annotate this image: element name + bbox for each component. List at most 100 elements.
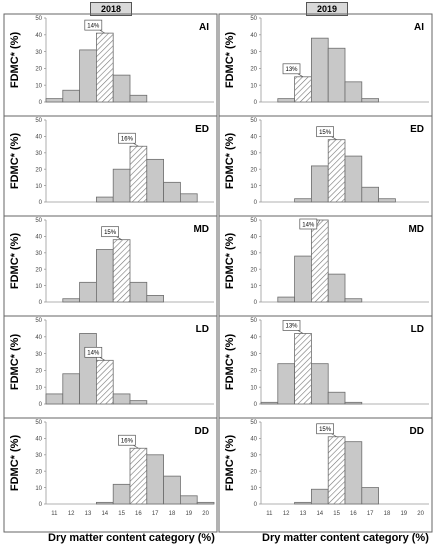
panel-2018-dd-y-tick-label: 10 — [35, 486, 42, 492]
panel-2019-dd-x-tick-label: 19 — [400, 511, 407, 517]
panel-2018-ed-y-axis-label: FDMC* (%) — [9, 133, 21, 190]
panel-2019-md-callout-box — [299, 218, 318, 230]
panel-2019-dd-x-tick-label: 12 — [283, 511, 290, 517]
year-header-2018: 2018 — [90, 2, 132, 16]
panel-2019-md-bar-15 — [327, 273, 346, 303]
panel-2018-dd-bar-14 — [96, 501, 114, 505]
year-header-2019: 2019 — [306, 2, 348, 16]
panel-2018-md-y-tick-label: 0 — [39, 300, 43, 306]
panel-2019-dd-label: DD — [410, 426, 424, 437]
panel-2018-ai-bar-13 — [79, 49, 97, 103]
panel-2018-dd-x-tick-label: 14 — [101, 511, 108, 517]
panel-2019-ai-label: AI — [414, 22, 424, 33]
panel-2018-ed-bar-16 — [129, 145, 148, 203]
panel-2019-ed-y-tick-label: 30 — [250, 151, 257, 157]
panel-2018-md-label: MD — [193, 224, 209, 235]
panel-2018-ed-callout-text: 16% — [121, 137, 134, 143]
panel-2018-dd-bar-16 — [129, 447, 148, 505]
panel-2019-ld-y-tick-label: 10 — [250, 385, 257, 391]
panel-2018-md-bar-16 — [129, 281, 148, 303]
panel-2018-ld-y-tick-label: 0 — [39, 402, 43, 408]
panel-2018-ed-bar-14 — [96, 196, 114, 203]
panel-2018-dd-x-tick-label: 16 — [135, 511, 142, 517]
panel-2019-ed-y-tick-label: 0 — [254, 200, 258, 206]
panel-2019-ld-bar-13 — [294, 333, 312, 405]
panel-2019-md-y-tick-label: 10 — [250, 284, 257, 290]
panel-2018-md-bar-14 — [96, 249, 114, 303]
panel-2019-ld-bar-11 — [260, 401, 279, 405]
panel-2018-md-y-tick-label: 40 — [35, 235, 42, 241]
panel-2019-dd-x-tick-label: 20 — [417, 511, 424, 517]
panel-2018-dd-x-tick-label: 18 — [169, 511, 176, 517]
panel-2019-ld-y-tick-label: 30 — [250, 352, 257, 358]
panel-2019-ld-y-tick-label: 40 — [250, 335, 257, 341]
panel-2018-ai-bar-16 — [129, 94, 148, 103]
panel-2019-ai-y-tick-label: 10 — [250, 83, 257, 89]
panel-2018-dd-y-tick-label: 30 — [35, 453, 42, 459]
panel-2019-dd-bar-13 — [294, 501, 312, 505]
panel-2018-ld-label: LD — [196, 324, 209, 335]
panel-2018-ld-y-tick-label: 10 — [35, 385, 42, 391]
panel-2019-md-bar-14 — [310, 219, 329, 303]
panel-2019-ed-bar-17 — [361, 186, 379, 203]
panel-2019-ld-y-axis-label: FDMC* (%) — [224, 334, 236, 391]
panel-2018-ed-bar-18 — [163, 181, 181, 203]
panel-2019-dd-y-tick-label: 20 — [250, 469, 257, 475]
panel-2019-ld-y-tick-label: 20 — [250, 369, 257, 375]
panel-2019-ai-bar-13 — [294, 76, 312, 103]
panel-2019-ai-y-tick-label: 40 — [250, 33, 257, 39]
panel-2019-ed-callout-box — [316, 126, 334, 138]
panel-2018-ld-y-tick-label: 40 — [35, 335, 42, 341]
panel-2019-dd-y-tick-label: 50 — [250, 420, 257, 426]
panel-2019-ed-y-tick-label: 50 — [250, 118, 257, 124]
panel-2018-md-callout-pointer — [116, 236, 122, 240]
panel-2019-ed-y-axis-label: FDMC* (%) — [224, 133, 236, 190]
panel-2019-ai-y-tick-label: 20 — [250, 67, 257, 73]
panel-2018-ld-callout-text: 14% — [87, 351, 100, 357]
panel-2019-dd-x-tick-label: 18 — [384, 511, 391, 517]
panel-2018-ld-y-tick-label: 20 — [35, 369, 42, 375]
panel-2018-ed-bar-17 — [146, 158, 165, 203]
panel-2018-ai-y-tick-label: 20 — [35, 67, 42, 73]
panel-2018-ld-callout-pointer — [99, 357, 105, 361]
panel-2019-dd-x-tick-label: 11 — [266, 511, 273, 517]
panel-2019-dd-callout-text: 15% — [319, 427, 332, 433]
panel-2018-ed-bar-15 — [112, 168, 131, 203]
panel-2018-ed-y-tick-label: 30 — [35, 151, 42, 157]
panel-2019-md-label: MD — [408, 224, 424, 235]
panel-2018-dd-bar-15 — [112, 483, 131, 505]
panel-2019-ed-label: ED — [410, 124, 424, 135]
panel-2018-md-bar-17 — [146, 295, 165, 303]
panel-2018-ai-y-tick-label: 0 — [39, 100, 43, 106]
panel-2018-dd-y-tick-label: 50 — [35, 420, 42, 426]
panel-2018-ld-bar-11 — [45, 393, 64, 405]
panel-2018-ld-y-tick-label: 30 — [35, 352, 42, 358]
panel-2019-ed-bar-18 — [378, 198, 396, 203]
panel-2018-dd-y-tick-label: 40 — [35, 437, 42, 443]
panel-2019-ed-y-tick-label: 10 — [250, 184, 257, 190]
panel-2018-md-y-tick-label: 20 — [35, 267, 42, 273]
panel-2019-dd-bar-17 — [361, 487, 379, 505]
panel-2019-ai-y-tick-label: 30 — [250, 50, 257, 56]
panel-2018-dd-callout-box — [118, 434, 136, 446]
panel-2018-ai-y-axis-label: FDMC* (%) — [9, 32, 21, 89]
panel-2018-dd-x-tick-label: 17 — [152, 511, 159, 517]
panel-2018-dd-y-tick-label: 20 — [35, 469, 42, 475]
panel-2019-dd-bar-16 — [344, 441, 363, 505]
panel-2019-md-y-tick-label: 50 — [250, 218, 257, 224]
panel-2019-ld-bar-15 — [327, 391, 346, 405]
x-axis-label-2018: Dry matter content category (%) — [48, 532, 215, 544]
panel-2018-dd-callout-pointer — [133, 444, 139, 449]
panel-2018-ai-y-tick-label: 50 — [35, 16, 42, 22]
panel-2018-dd-x-tick-label: 15 — [118, 511, 125, 517]
panel-2019-md-bar-13 — [294, 255, 312, 303]
panel-2018-ld-y-axis-label: FDMC* (%) — [9, 334, 21, 391]
panel-2019-dd-x-tick-label: 14 — [316, 511, 323, 517]
panel-2019-dd-y-axis-label: FDMC* (%) — [224, 435, 236, 492]
panel-2019-dd-x-tick-label: 13 — [300, 511, 307, 517]
panel-2019-dd-bar-15 — [327, 436, 346, 505]
panel-2018-ed-y-tick-label: 10 — [35, 184, 42, 190]
panel-2018-dd-y-axis-label: FDMC* (%) — [9, 435, 21, 492]
panel-2018-ed-y-tick-label: 0 — [39, 200, 43, 206]
panel-2018-dd-callout-text: 16% — [121, 439, 134, 445]
